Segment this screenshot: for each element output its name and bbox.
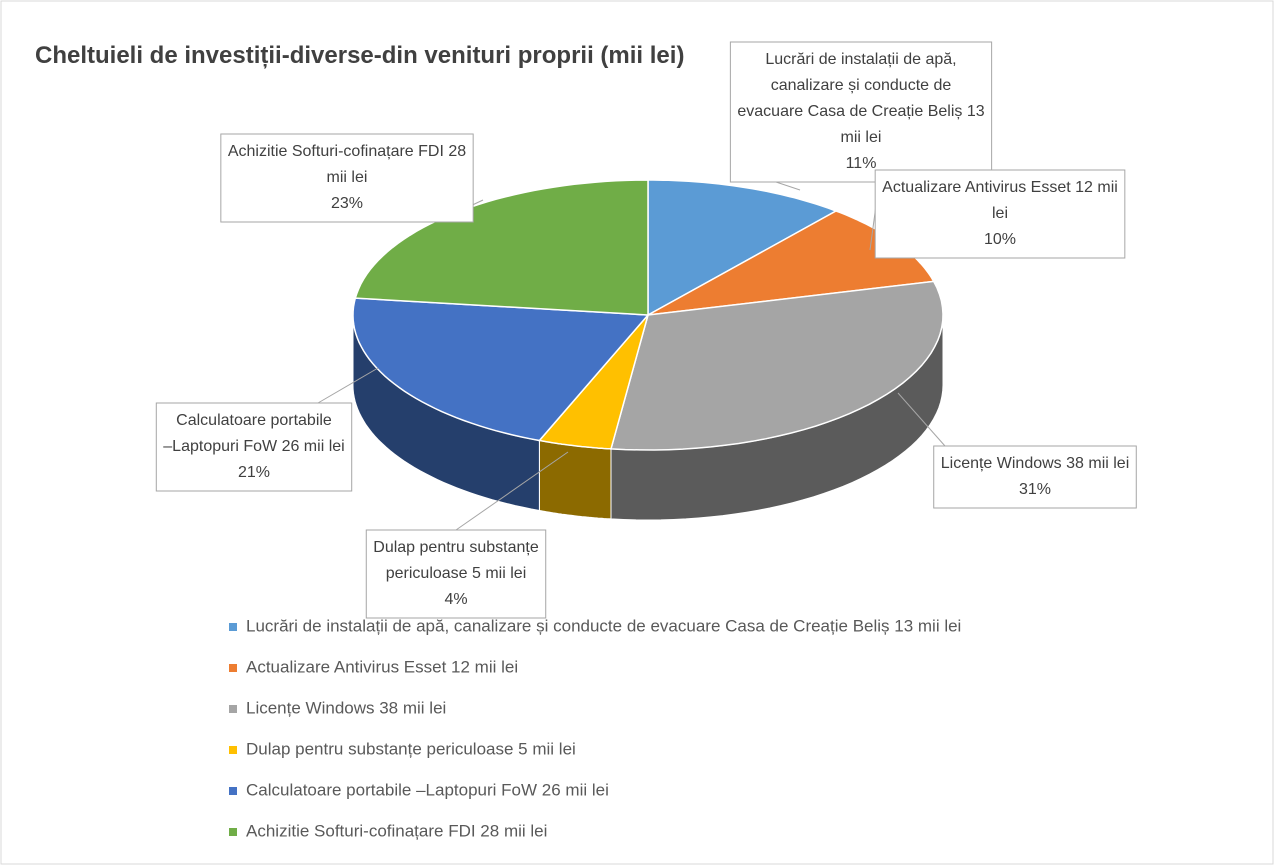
legend-marker	[229, 664, 237, 672]
pie-slice	[352, 297, 650, 442]
label-category: Licențe Windows 38 mii lei	[941, 455, 1130, 472]
pie-slice	[537, 314, 649, 450]
data-label: Lucrări de instalații de apă, canalizare …	[729, 41, 993, 183]
legend-marker	[229, 746, 237, 754]
label-box	[933, 445, 1137, 509]
label-value: 10%	[984, 231, 1016, 248]
pie-slice	[647, 179, 838, 317]
label-box	[874, 169, 1126, 259]
label-category: Calculatoare portabile –Laptopuri FoW 26 …	[163, 412, 344, 455]
data-label: Actualizare Antivirus Esset 12 mii lei 10%	[874, 169, 1126, 259]
legend-label: Licențe Windows 38 mii lei	[246, 698, 446, 717]
data-label: Dulap pentru substanțe periculoase 5 mii …	[365, 529, 547, 619]
label-value: 21%	[238, 464, 270, 481]
label-category: Dulap pentru substanțe periculoase 5 mii …	[373, 539, 539, 582]
label-box	[729, 41, 993, 183]
label-line: Achizitie Softuri-cofinațare FDI 28	[228, 143, 466, 160]
label-box	[365, 529, 547, 619]
legend-label: Achizitie Softuri-cofinațare FDI 28 mii …	[246, 821, 547, 840]
chart-title: Cheltuieli de investiții-diverse-din ven…	[35, 42, 685, 69]
label-line: Licențe Windows 38 mii lei	[941, 455, 1130, 472]
pie-slice	[610, 280, 944, 451]
legend-marker	[229, 828, 237, 836]
label-line: evacuare Casa de Creație Beliș 13	[737, 103, 984, 120]
leader-line	[897, 392, 946, 447]
label-value: 31%	[1019, 481, 1051, 498]
data-label: Licențe Windows 38 mii lei 31%	[933, 445, 1137, 509]
label-box	[220, 133, 474, 223]
data-label: Calculatoare portabile –Laptopuri FoW 26 …	[155, 402, 353, 492]
legend-label: Calculatoare portabile –Laptopuri FoW 26…	[246, 780, 609, 799]
leader-line	[455, 451, 569, 531]
leader-line	[317, 367, 379, 404]
legend-label: Actualizare Antivirus Esset 12 mii lei	[246, 657, 518, 676]
data-label: Achizitie Softuri-cofinațare FDI 28 mii l…	[220, 133, 474, 223]
label-box	[155, 402, 353, 492]
label-category: Actualizare Antivirus Esset 12 mii lei	[882, 179, 1118, 222]
label-category: Achizitie Softuri-cofinațare FDI 28 mii l…	[228, 143, 466, 186]
label-value: 4%	[444, 591, 467, 608]
legend-label: Dulap pentru substanțe periculoase 5 mii…	[246, 739, 576, 758]
label-line: canalizare și conducte de	[771, 77, 952, 94]
label-line: periculoase 5 mii lei	[386, 565, 527, 582]
label-line: mii lei	[327, 169, 368, 186]
label-line: Actualizare Antivirus Esset 12 mii	[882, 179, 1118, 196]
pie-side	[538, 439, 612, 520]
legend-marker	[229, 787, 237, 795]
legend-marker	[229, 623, 237, 631]
label-line: Dulap pentru substanțe	[373, 539, 539, 556]
label-value: 11%	[846, 155, 877, 172]
legend-marker	[229, 705, 237, 713]
label-line: mii lei	[841, 129, 882, 146]
label-category: Lucrări de instalații de apă, canalizare …	[737, 51, 984, 146]
label-value: 23%	[331, 195, 363, 212]
label-line: lei	[992, 205, 1008, 222]
legend-label: Lucrări de instalații de apă, canalizare…	[246, 616, 961, 635]
label-line: Lucrări de instalații de apă,	[765, 51, 956, 68]
label-line: Calculatoare portabile	[176, 412, 332, 429]
label-line: –Laptopuri FoW 26 mii lei	[163, 438, 344, 455]
